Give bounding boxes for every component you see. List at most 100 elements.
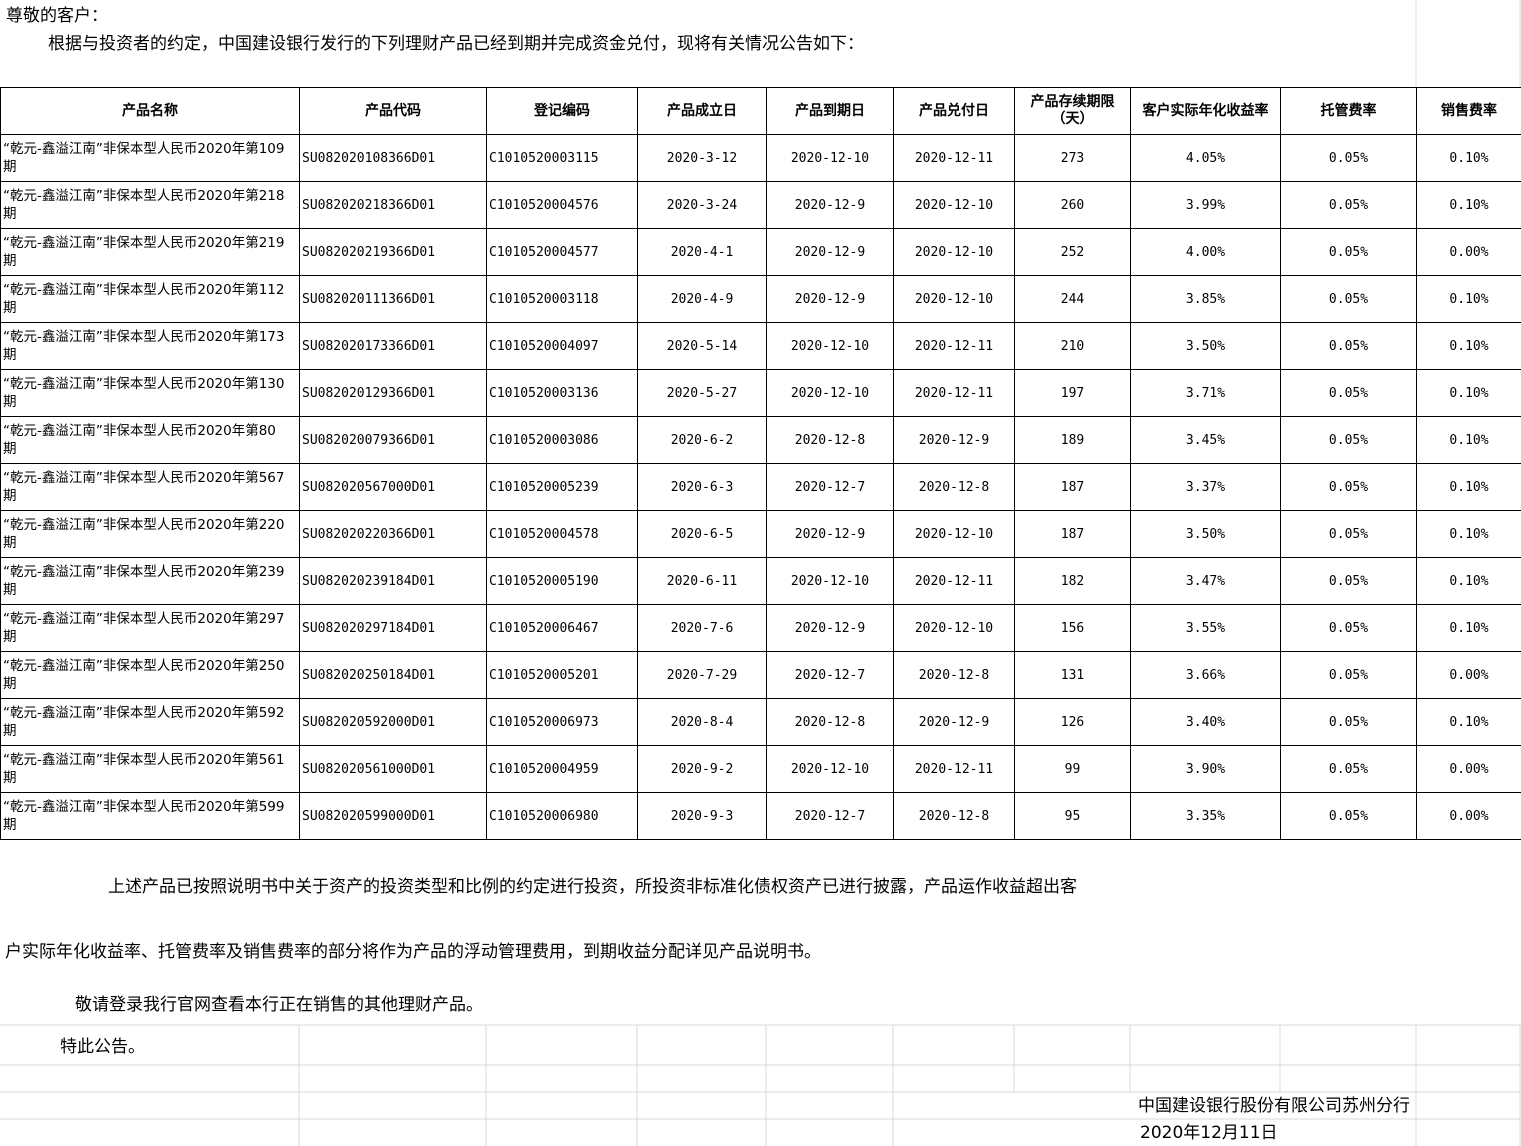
table-row: “乾元-鑫溢江南”非保本型人民币2020年第567期 SU082020567000… [0,463,1521,511]
table-cell: 0.10% [1416,134,1521,182]
table-cell: 3.35% [1130,792,1281,840]
table-row: “乾元-鑫溢江南”非保本型人民币2020年第173期 SU082020173366… [0,322,1521,370]
table-cell: 2020-12-11 [893,134,1015,182]
table-cell: 0.05% [1280,134,1417,182]
table-cell: SU082020220366D01 [299,510,487,558]
table-cell: 0.00% [1416,228,1521,276]
table-cell: “乾元-鑫溢江南”非保本型人民币2020年第297期 [0,604,300,652]
table-cell: 2020-12-9 [893,698,1015,746]
table-cell: SU082020108366D01 [299,134,487,182]
column-header: 产品存续期限（天） [1014,87,1131,135]
intro: 根据与投资者的约定，中国建设银行发行的下列理财产品已经到期并完成资金兑付，现将有… [48,34,864,54]
table-cell: 2020-12-8 [766,698,894,746]
table-cell: 0.05% [1280,416,1417,464]
table-cell: SU082020567000D01 [299,463,487,511]
table-cell: 0.10% [1416,604,1521,652]
table-cell: 2020-5-27 [637,369,767,417]
table-row: “乾元-鑫溢江南”非保本型人民币2020年第297期 SU082020297184… [0,604,1521,652]
paragraph: 敬请登录我行官网查看本行正在销售的其他理财产品。 [75,995,483,1015]
table-cell: 260 [1014,181,1131,229]
table-cell: 4.05% [1130,134,1281,182]
table-cell: C1010520006980 [486,792,638,840]
column-header: 产品代码 [299,87,487,135]
table-cell: 2020-9-2 [637,745,767,793]
table-cell: 2020-6-11 [637,557,767,605]
table-cell: C1010520006973 [486,698,638,746]
table-cell: C1010520003118 [486,275,638,323]
table-cell: C1010520005201 [486,651,638,699]
table-cell: 0.00% [1416,792,1521,840]
table-cell: 2020-5-14 [637,322,767,370]
table-cell: 2020-12-10 [766,369,894,417]
table-cell: 0.05% [1280,369,1417,417]
table-cell: SU082020111366D01 [299,275,487,323]
table-cell: 0.10% [1416,322,1521,370]
table-cell: 3.50% [1130,322,1281,370]
table-cell: SU082020129366D01 [299,369,487,417]
table-cell: 0.10% [1416,181,1521,229]
table-cell: 2020-12-11 [893,369,1015,417]
table-row: “乾元-鑫溢江南”非保本型人民币2020年第220期 SU082020220366… [0,510,1521,558]
table-cell: 2020-6-5 [637,510,767,558]
table-cell: C1010520006467 [486,604,638,652]
signature-org: 中国建设银行股份有限公司苏州分行 [1138,1096,1410,1116]
table-row: “乾元-鑫溢江南”非保本型人民币2020年第80期 SU082020079366D… [0,416,1521,464]
table-row: “乾元-鑫溢江南”非保本型人民币2020年第130期 SU082020129366… [0,369,1521,417]
table-cell: 2020-12-8 [893,792,1015,840]
table-cell: 2020-12-10 [893,228,1015,276]
table-cell: 3.55% [1130,604,1281,652]
table-cell: 3.99% [1130,181,1281,229]
column-header: 产品成立日 [637,87,767,135]
table-cell: 3.71% [1130,369,1281,417]
column-header: 客户实际年化收益率 [1130,87,1281,135]
table-body: “乾元-鑫溢江南”非保本型人民币2020年第109期 SU082020108366… [0,134,1521,840]
table-row: “乾元-鑫溢江南”非保本型人民币2020年第112期 SU082020111366… [0,275,1521,323]
table-cell: “乾元-鑫溢江南”非保本型人民币2020年第220期 [0,510,300,558]
table-cell: “乾元-鑫溢江南”非保本型人民币2020年第130期 [0,369,300,417]
table-cell: 0.05% [1280,181,1417,229]
table-cell: 4.00% [1130,228,1281,276]
table-cell: 2020-12-9 [766,275,894,323]
table-cell: 3.90% [1130,745,1281,793]
table-cell: 2020-12-10 [766,557,894,605]
table-cell: 2020-12-8 [766,416,894,464]
table-cell: 2020-8-4 [637,698,767,746]
table-cell: 2020-12-11 [893,322,1015,370]
table-cell: “乾元-鑫溢江南”非保本型人民币2020年第239期 [0,557,300,605]
table-cell: 2020-12-9 [766,510,894,558]
table-cell: C1010520004959 [486,745,638,793]
table-cell: 2020-3-24 [637,181,767,229]
column-header: 托管费率 [1280,87,1417,135]
table-cell: 2020-12-10 [893,181,1015,229]
table-row: “乾元-鑫溢江南”非保本型人民币2020年第109期 SU082020108366… [0,134,1521,182]
table-cell: C1010520003136 [486,369,638,417]
table-cell: SU082020218366D01 [299,181,487,229]
greeting: 尊敬的客户： [6,6,108,26]
table-cell: 3.66% [1130,651,1281,699]
table-cell: 2020-12-7 [766,463,894,511]
table-cell: SU082020599000D01 [299,792,487,840]
table-cell: 0.05% [1280,228,1417,276]
table-cell: C1010520003086 [486,416,638,464]
table-cell: 2020-9-3 [637,792,767,840]
header-row: 产品名称 产品代码 登记编码 产品成立日 产品到期日 产品兑付日 产品存续期限（天） 客户实际… [0,87,1521,135]
table-cell: 2020-12-7 [766,651,894,699]
table-cell: 2020-4-9 [637,275,767,323]
table-cell: 2020-12-10 [893,604,1015,652]
paragraph: 上述产品已按照说明书中关于资产的投资类型和比例的约定进行投资，所投资非标准化债权… [108,877,1077,897]
table-cell: “乾元-鑫溢江南”非保本型人民币2020年第218期 [0,181,300,229]
table-cell: 3.40% [1130,698,1281,746]
table-cell: 2020-12-10 [893,510,1015,558]
table-cell: 0.05% [1280,275,1417,323]
table-cell: C1010520005239 [486,463,638,511]
table-cell: 182 [1014,557,1131,605]
table-cell: 189 [1014,416,1131,464]
table-cell: SU082020173366D01 [299,322,487,370]
table-cell: 0.10% [1416,463,1521,511]
table-cell: “乾元-鑫溢江南”非保本型人民币2020年第567期 [0,463,300,511]
table-cell: 2020-12-9 [766,604,894,652]
column-header: 产品名称 [0,87,300,135]
table-cell: C1010520005190 [486,557,638,605]
table-cell: 3.37% [1130,463,1281,511]
